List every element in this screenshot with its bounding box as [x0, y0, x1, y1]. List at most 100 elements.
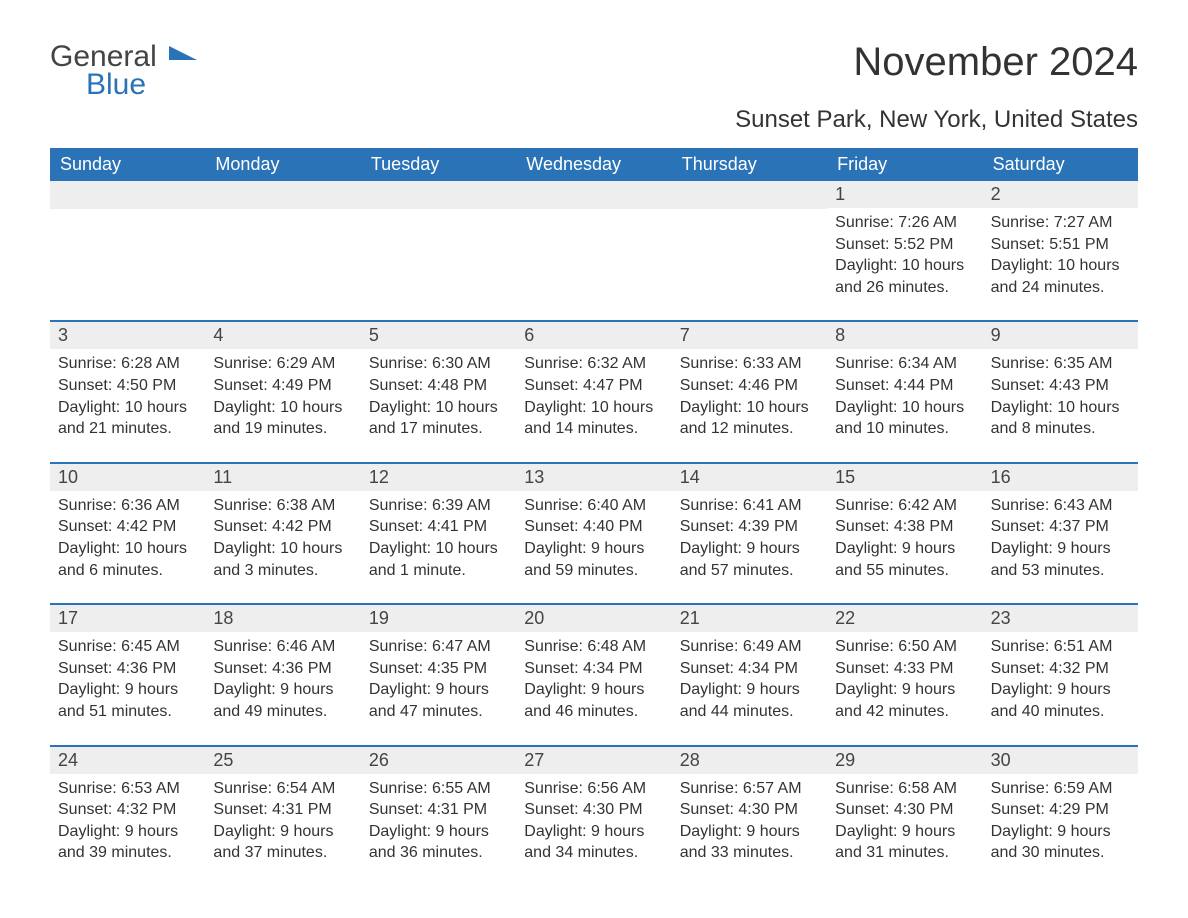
day-content: Sunrise: 6:36 AMSunset: 4:42 PMDaylight:… — [50, 491, 205, 585]
sunset-text: Sunset: 4:47 PM — [524, 375, 663, 397]
daylight-text: Daylight: 9 hours and 30 minutes. — [991, 821, 1130, 864]
calendar-week: 1Sunrise: 7:26 AMSunset: 5:52 PMDaylight… — [50, 181, 1138, 302]
day-content — [516, 209, 671, 289]
day-number: 18 — [205, 605, 360, 632]
calendar-day: 26Sunrise: 6:55 AMSunset: 4:31 PMDayligh… — [361, 747, 516, 868]
sunrise-text: Sunrise: 6:33 AM — [680, 353, 819, 375]
calendar-day: 29Sunrise: 6:58 AMSunset: 4:30 PMDayligh… — [827, 747, 982, 868]
day-content: Sunrise: 6:33 AMSunset: 4:46 PMDaylight:… — [672, 349, 827, 443]
daylight-text: Daylight: 10 hours and 10 minutes. — [835, 397, 974, 440]
sunset-text: Sunset: 4:32 PM — [58, 799, 197, 821]
daylight-text: Daylight: 9 hours and 57 minutes. — [680, 538, 819, 581]
calendar-day: 6Sunrise: 6:32 AMSunset: 4:47 PMDaylight… — [516, 322, 671, 443]
day-content: Sunrise: 6:53 AMSunset: 4:32 PMDaylight:… — [50, 774, 205, 868]
day-number — [205, 181, 360, 209]
weeks-container: 1Sunrise: 7:26 AMSunset: 5:52 PMDaylight… — [50, 181, 1138, 868]
calendar-day: 18Sunrise: 6:46 AMSunset: 4:36 PMDayligh… — [205, 605, 360, 726]
daylight-text: Daylight: 10 hours and 8 minutes. — [991, 397, 1130, 440]
sunrise-text: Sunrise: 6:28 AM — [58, 353, 197, 375]
sunrise-text: Sunrise: 6:53 AM — [58, 778, 197, 800]
day-number: 26 — [361, 747, 516, 774]
location-subtitle: Sunset Park, New York, United States — [50, 106, 1138, 134]
daylight-text: Daylight: 9 hours and 40 minutes. — [991, 679, 1130, 722]
calendar-day: 7Sunrise: 6:33 AMSunset: 4:46 PMDaylight… — [672, 322, 827, 443]
calendar-day: 30Sunrise: 6:59 AMSunset: 4:29 PMDayligh… — [983, 747, 1138, 868]
sunset-text: Sunset: 4:34 PM — [524, 658, 663, 680]
sunrise-text: Sunrise: 6:48 AM — [524, 636, 663, 658]
day-of-week-cell: Saturday — [983, 148, 1138, 181]
calendar-day — [361, 181, 516, 302]
sunset-text: Sunset: 4:48 PM — [369, 375, 508, 397]
daylight-text: Daylight: 9 hours and 33 minutes. — [680, 821, 819, 864]
day-number: 28 — [672, 747, 827, 774]
sunset-text: Sunset: 4:35 PM — [369, 658, 508, 680]
day-number: 25 — [205, 747, 360, 774]
day-content: Sunrise: 6:47 AMSunset: 4:35 PMDaylight:… — [361, 632, 516, 726]
day-content: Sunrise: 6:45 AMSunset: 4:36 PMDaylight:… — [50, 632, 205, 726]
day-number: 30 — [983, 747, 1138, 774]
day-content: Sunrise: 6:50 AMSunset: 4:33 PMDaylight:… — [827, 632, 982, 726]
day-number: 16 — [983, 464, 1138, 491]
day-of-week-cell: Wednesday — [516, 148, 671, 181]
calendar-week: 17Sunrise: 6:45 AMSunset: 4:36 PMDayligh… — [50, 603, 1138, 726]
calendar: SundayMondayTuesdayWednesdayThursdayFrid… — [50, 148, 1138, 868]
day-number — [50, 181, 205, 209]
day-number: 15 — [827, 464, 982, 491]
day-content — [205, 209, 360, 289]
sunrise-text: Sunrise: 6:39 AM — [369, 495, 508, 517]
day-content: Sunrise: 6:32 AMSunset: 4:47 PMDaylight:… — [516, 349, 671, 443]
daylight-text: Daylight: 9 hours and 49 minutes. — [213, 679, 352, 722]
daylight-text: Daylight: 9 hours and 55 minutes. — [835, 538, 974, 581]
calendar-day — [205, 181, 360, 302]
sunset-text: Sunset: 4:37 PM — [991, 516, 1130, 538]
sunset-text: Sunset: 4:49 PM — [213, 375, 352, 397]
daylight-text: Daylight: 9 hours and 47 minutes. — [369, 679, 508, 722]
day-number: 20 — [516, 605, 671, 632]
day-number: 19 — [361, 605, 516, 632]
calendar-day: 22Sunrise: 6:50 AMSunset: 4:33 PMDayligh… — [827, 605, 982, 726]
day-content — [672, 209, 827, 289]
day-of-week-cell: Monday — [205, 148, 360, 181]
sunrise-text: Sunrise: 6:45 AM — [58, 636, 197, 658]
sunrise-text: Sunrise: 6:30 AM — [369, 353, 508, 375]
calendar-week: 10Sunrise: 6:36 AMSunset: 4:42 PMDayligh… — [50, 462, 1138, 585]
sunset-text: Sunset: 4:50 PM — [58, 375, 197, 397]
calendar-week: 3Sunrise: 6:28 AMSunset: 4:50 PMDaylight… — [50, 320, 1138, 443]
daylight-text: Daylight: 10 hours and 17 minutes. — [369, 397, 508, 440]
sunrise-text: Sunrise: 6:43 AM — [991, 495, 1130, 517]
day-content — [361, 209, 516, 289]
sunset-text: Sunset: 4:44 PM — [835, 375, 974, 397]
daylight-text: Daylight: 9 hours and 39 minutes. — [58, 821, 197, 864]
day-content: Sunrise: 6:58 AMSunset: 4:30 PMDaylight:… — [827, 774, 982, 868]
day-number: 7 — [672, 322, 827, 349]
calendar-day: 9Sunrise: 6:35 AMSunset: 4:43 PMDaylight… — [983, 322, 1138, 443]
day-of-week-cell: Tuesday — [361, 148, 516, 181]
daylight-text: Daylight: 10 hours and 21 minutes. — [58, 397, 197, 440]
page-title: November 2024 — [853, 40, 1138, 85]
logo-flag-icon — [165, 40, 197, 73]
calendar-day: 1Sunrise: 7:26 AMSunset: 5:52 PMDaylight… — [827, 181, 982, 302]
day-content: Sunrise: 6:42 AMSunset: 4:38 PMDaylight:… — [827, 491, 982, 585]
day-number: 11 — [205, 464, 360, 491]
day-number: 12 — [361, 464, 516, 491]
day-content: Sunrise: 6:30 AMSunset: 4:48 PMDaylight:… — [361, 349, 516, 443]
calendar-day: 8Sunrise: 6:34 AMSunset: 4:44 PMDaylight… — [827, 322, 982, 443]
calendar-day: 4Sunrise: 6:29 AMSunset: 4:49 PMDaylight… — [205, 322, 360, 443]
sunrise-text: Sunrise: 6:40 AM — [524, 495, 663, 517]
calendar-day: 14Sunrise: 6:41 AMSunset: 4:39 PMDayligh… — [672, 464, 827, 585]
sunset-text: Sunset: 4:31 PM — [213, 799, 352, 821]
calendar-day: 2Sunrise: 7:27 AMSunset: 5:51 PMDaylight… — [983, 181, 1138, 302]
day-content: Sunrise: 6:56 AMSunset: 4:30 PMDaylight:… — [516, 774, 671, 868]
sunrise-text: Sunrise: 6:46 AM — [213, 636, 352, 658]
sunset-text: Sunset: 4:42 PM — [213, 516, 352, 538]
day-number: 24 — [50, 747, 205, 774]
daylight-text: Daylight: 9 hours and 37 minutes. — [213, 821, 352, 864]
calendar-day: 28Sunrise: 6:57 AMSunset: 4:30 PMDayligh… — [672, 747, 827, 868]
day-content: Sunrise: 6:48 AMSunset: 4:34 PMDaylight:… — [516, 632, 671, 726]
sunset-text: Sunset: 4:29 PM — [991, 799, 1130, 821]
sunset-text: Sunset: 4:46 PM — [680, 375, 819, 397]
day-content: Sunrise: 6:35 AMSunset: 4:43 PMDaylight:… — [983, 349, 1138, 443]
daylight-text: Daylight: 9 hours and 36 minutes. — [369, 821, 508, 864]
calendar-day: 5Sunrise: 6:30 AMSunset: 4:48 PMDaylight… — [361, 322, 516, 443]
sunset-text: Sunset: 4:42 PM — [58, 516, 197, 538]
